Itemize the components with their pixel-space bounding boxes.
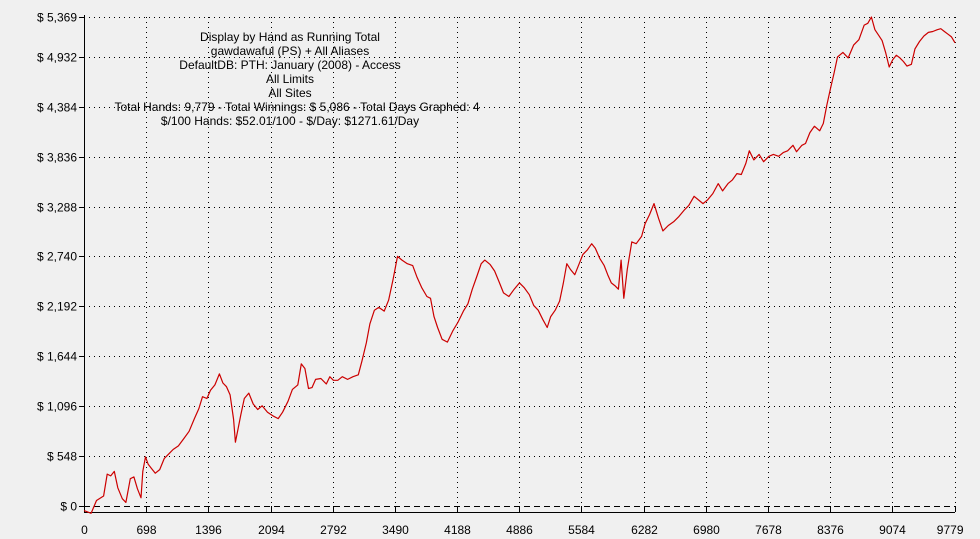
x-tick-label: 698 [136,523,156,537]
x-tick-label: 9779 [937,523,964,537]
grid-lines [84,17,956,507]
series-group [83,16,956,514]
x-tick-label: 4188 [444,523,471,537]
y-tick-label: $ 4,384 [37,101,77,115]
x-tick-label: 2094 [258,523,285,537]
x-tick-label: 1396 [195,523,222,537]
chart-title-line-5: All Sites [268,86,311,100]
chart-title-line-6: Total Hands: 9,779 - Total Winnings: $ 5… [114,100,479,114]
chart-title-line-2: gawdawaful (PS) + All Aliases [211,44,369,58]
chart-title-line-3: DefaultDB: PTH: January (2008) - Access [179,58,400,72]
y-tick-label: $ 3,836 [37,151,77,165]
x-tick-label: 7678 [755,523,782,537]
title-block: Display by Hand as Running Total gawdawa… [114,30,479,128]
chart-title-line-4: All Limits [266,72,314,86]
running-total-line [83,16,956,514]
y-tick-label: $ 4,932 [37,51,77,65]
x-tick-label: 9074 [879,523,906,537]
y-tick-label: $ 548 [47,450,77,464]
x-tick-label: 3490 [382,523,409,537]
y-axis: $ 0 $ 548 $ 1,096 $ 1,644 $ 2,192 $ 2,740 $ 3,… [37,11,85,514]
y-tick-label: $ 0 [60,500,77,514]
y-tick-label: $ 5,369 [37,11,77,25]
chart-title-line-1: Display by Hand as Running Total [200,30,380,44]
x-tick-label: 5584 [568,523,595,537]
x-tick-label: 4886 [506,523,533,537]
x-axis: 0 698 1396 2094 2792 3490 4188 4886 5584 6282 6980… [81,506,964,537]
x-tick-label: 8376 [817,523,844,537]
x-tick-label: 0 [81,523,88,537]
y-tick-label: $ 1,644 [37,350,77,364]
y-tick-label: $ 3,288 [37,201,77,215]
chart-title-line-7: $/100 Hands: $52.01/100 - $/Day: $1271.6… [161,114,419,128]
y-tick-label: $ 2,740 [37,250,77,264]
y-tick-label: $ 2,192 [37,300,77,314]
x-tick-label: 6980 [693,523,720,537]
y-tick-label: $ 1,096 [37,400,77,414]
x-tick-label: 6282 [631,523,658,537]
x-tick-label: 2792 [320,523,347,537]
